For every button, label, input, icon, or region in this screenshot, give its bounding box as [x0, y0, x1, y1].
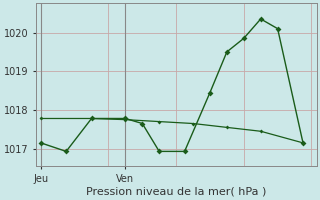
X-axis label: Pression niveau de la mer( hPa ): Pression niveau de la mer( hPa ) [86, 187, 266, 197]
